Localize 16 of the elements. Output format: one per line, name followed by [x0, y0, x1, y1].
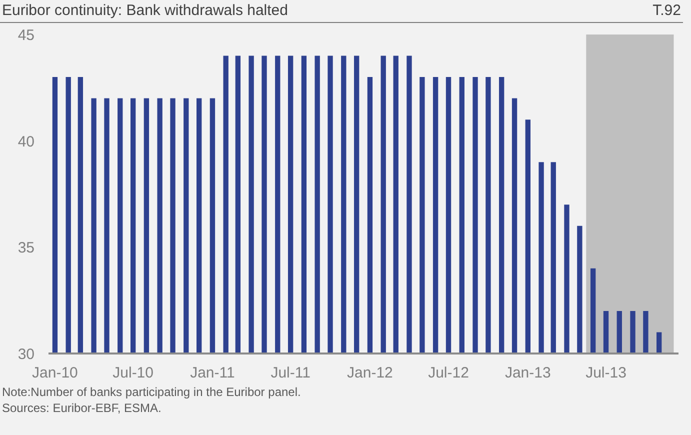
y-tick-label: 30 [18, 346, 35, 363]
x-tick-label: Jul-12 [428, 364, 469, 382]
x-tick-label: Jul-10 [112, 364, 154, 382]
source-note: Sources: Euribor-EBF, ESMA. [2, 401, 162, 415]
chart-title: Euribor continuity: Bank withdrawals halted [2, 1, 288, 21]
y-tick-label: 35 [18, 240, 35, 257]
x-tick-label: Jan-12 [347, 364, 393, 382]
text: T.92 [652, 1, 681, 21]
x-tick-label: Jan-13 [504, 364, 551, 382]
x-tick-label: Jan-11 [190, 364, 235, 382]
x-tick-label: Jul-13 [586, 364, 626, 382]
y-tick-label: 40 [18, 133, 35, 150]
y-tick-label: 45 [18, 27, 35, 44]
x-tick-label: Jan-10 [32, 364, 78, 382]
x-tick-label: Jul-11 [270, 364, 310, 382]
text: Note:Number of banks participating in the Euribor panel. [2, 385, 301, 399]
